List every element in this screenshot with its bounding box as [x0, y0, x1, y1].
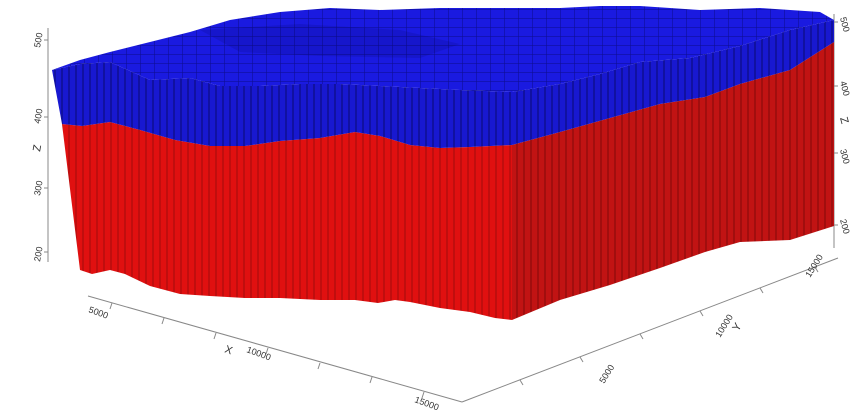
lower-layer-side-face [512, 42, 834, 320]
z-tick-label: 500 [838, 16, 852, 33]
lower-layer-front-face [62, 122, 512, 320]
x-tick-label: 15000 [413, 394, 440, 412]
z-tick-label: 200 [32, 246, 44, 263]
x-axis-title: X [223, 344, 235, 358]
z-axis-title-right: Z [837, 116, 850, 126]
y-axis-title: Y [730, 320, 744, 333]
x-axis-labels: 5000 X 10000 15000 [87, 304, 440, 412]
z-tick-label: 200 [838, 218, 852, 235]
z-axis-left-labels: 500 400 Z 300 200 [31, 32, 44, 263]
z-tick-label: 300 [32, 180, 44, 197]
z-tick-label: 500 [32, 32, 44, 49]
z-tick-label: 300 [838, 148, 852, 165]
y-tick-label: 5000 [597, 363, 616, 385]
y-axis-ticks [519, 266, 819, 386]
x-axis-ticks [109, 302, 425, 399]
z-axis-right-ticks [834, 21, 838, 226]
upper-layer-front-face [52, 62, 512, 148]
upper-top-shading [200, 24, 460, 58]
x-tick-label: 5000 [87, 304, 109, 320]
upper-layer-side-face [512, 20, 834, 145]
z-axis-left-ticks [44, 39, 48, 253]
z-axis-title: Z [31, 144, 44, 153]
model-top-surface [52, 6, 834, 92]
z-tick-label: 400 [32, 108, 44, 125]
z-axis-right-labels: 500 400 Z 300 200 [837, 16, 852, 235]
y-tick-label: 15000 [803, 253, 825, 280]
z-tick-label: 400 [838, 80, 852, 97]
